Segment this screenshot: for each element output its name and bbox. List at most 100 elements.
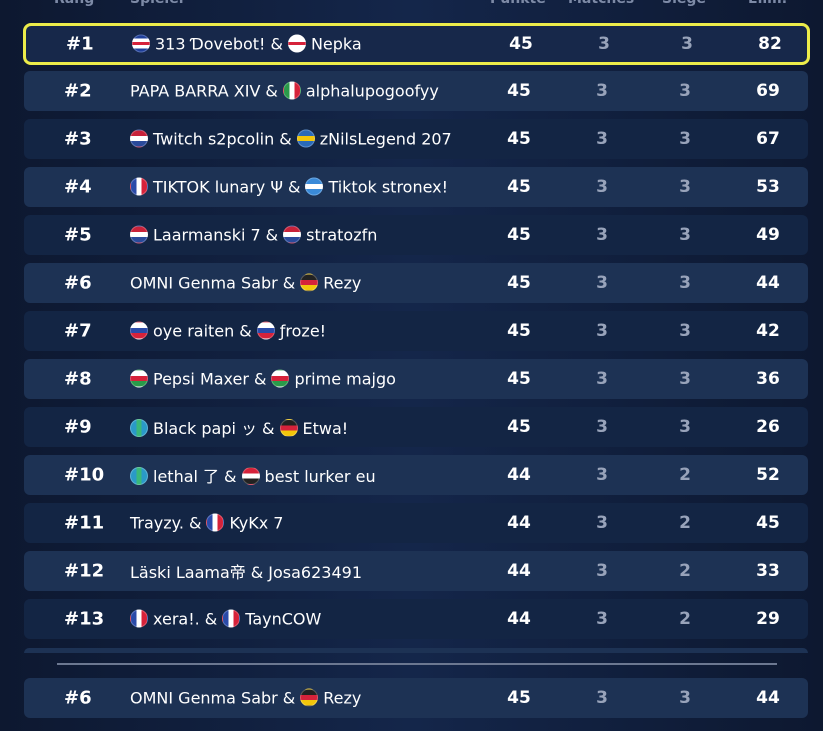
- flag-icon: [296, 129, 315, 148]
- elims: 36: [756, 369, 780, 389]
- joiner: &: [262, 419, 275, 438]
- players: Twitch s2pcolin & zNilsLegend 207: [130, 129, 452, 149]
- elims: 26: [756, 417, 780, 437]
- flag-icon: [282, 81, 301, 100]
- joiner: &: [287, 177, 301, 197]
- player-name: Laarmanski 7: [153, 225, 261, 245]
- player-name: stratozfn: [306, 225, 378, 245]
- joiner: &: [224, 467, 237, 486]
- player-name: Läski Laama帝: [130, 563, 246, 582]
- player-name: TaynCOW: [245, 609, 322, 629]
- matches: 3: [596, 129, 608, 149]
- players: xera!. & TaynCOW: [130, 609, 322, 629]
- player-name: KyKx 7: [229, 513, 284, 533]
- joiner: &: [253, 369, 267, 389]
- rank: #6: [64, 687, 92, 709]
- joiner: &: [265, 225, 279, 245]
- joiner: &: [282, 273, 296, 293]
- matches: 3: [596, 561, 608, 581]
- matches: 3: [596, 688, 608, 708]
- player-name: ƒroze!: [279, 321, 327, 341]
- points: 45: [507, 273, 531, 293]
- joiner: &: [265, 81, 278, 101]
- players: Black papi ッ & Etwa!: [130, 415, 348, 439]
- flag-icon: [283, 225, 302, 244]
- table-row: #2 PAPA BARRA XIV & alphalupogoofyy 45 3 3 69: [24, 71, 808, 111]
- points: 45: [507, 321, 531, 341]
- elims: 33: [756, 561, 780, 581]
- wins: 3: [679, 688, 691, 708]
- column-header: Elim.: [748, 0, 787, 7]
- table-row: #1 313 Ɗovebot! & Nepka 45 3 3 82: [23, 23, 810, 65]
- points: 45: [507, 417, 531, 437]
- column-header: Rang: [54, 0, 94, 7]
- flag-icon: [130, 467, 148, 485]
- flag-icon: [130, 609, 148, 628]
- separator: [57, 663, 777, 665]
- matches: 3: [596, 609, 608, 629]
- matches: 3: [596, 273, 608, 293]
- table-row: #13 xera!. & TaynCOW 44 3 2 29: [24, 599, 808, 639]
- elims: 49: [756, 225, 780, 245]
- joiner: &: [282, 688, 296, 708]
- player-name: best lurker eu: [264, 467, 376, 486]
- elims: 69: [756, 81, 780, 101]
- players: OMNI Genma Sabr & Rezy: [130, 688, 362, 708]
- player-name: prime majgo: [294, 369, 396, 389]
- player-name: TIKTOK lunary Ψ: [153, 177, 283, 197]
- flag-icon: [130, 177, 148, 196]
- rank: #2: [64, 80, 92, 102]
- player-name: Rezy: [323, 688, 362, 708]
- elims: 53: [756, 177, 780, 197]
- points: 45: [507, 688, 531, 708]
- rank: #7: [64, 320, 92, 342]
- players: Läski Laama帝 & Josa623491: [130, 559, 362, 583]
- player-name: Pepsi Maxer: [153, 369, 249, 389]
- matches: 3: [596, 177, 608, 197]
- elims: 44: [756, 688, 780, 708]
- table-row: #8 Pepsi Maxer & prime majgo 45 3 3 36: [24, 359, 808, 399]
- wins: 3: [679, 273, 691, 293]
- points: 44: [507, 465, 531, 485]
- wins: 3: [679, 417, 691, 437]
- player-name: oye raiten: [153, 321, 235, 341]
- table-row: #5 Laarmanski 7 & stratozfn 45 3 3 49: [24, 215, 808, 255]
- points: 45: [507, 225, 531, 245]
- matches: 3: [596, 321, 608, 341]
- flag-icon: [132, 34, 150, 53]
- wins: 3: [679, 369, 691, 389]
- rank: #12: [64, 560, 105, 582]
- table-row: #7 oye raiten & ƒroze! 45 3 3 42: [24, 311, 808, 351]
- points: 45: [507, 369, 531, 389]
- column-header: Spieler: [130, 0, 186, 7]
- players: TIKTOK lunary Ψ & Tiktok stronex!: [130, 177, 449, 197]
- wins: 3: [679, 129, 691, 149]
- joiner: &: [279, 129, 292, 149]
- table-row: #6 OMNI Genma Sabr & Rezy 45 3 3 44: [24, 678, 808, 718]
- player-name: Tiktok stronex!: [328, 177, 449, 197]
- points: 45: [509, 34, 533, 54]
- flag-icon: [222, 609, 241, 628]
- player-name: OMNI Genma Sabr: [130, 688, 278, 708]
- points: 44: [507, 513, 531, 533]
- rank: #8: [64, 368, 92, 390]
- player-name: zNilsLegend 207: [319, 129, 452, 149]
- joiner: &: [188, 513, 202, 533]
- table-row: #11 Trayzy. & KyKx 7 44 3 2 45: [24, 503, 808, 543]
- table-row: #6 OMNI Genma Sabr & Rezy 45 3 3 44: [24, 263, 808, 303]
- player-name: Twitch s2pcolin: [153, 129, 275, 149]
- elims: 29: [756, 609, 780, 629]
- table-row: #9 Black papi ッ & Etwa! 45 3 3 26: [24, 407, 808, 447]
- points: 45: [507, 81, 531, 101]
- player-name: Black papi ッ: [153, 419, 258, 438]
- player-name: Nepka: [310, 34, 362, 54]
- flag-icon: [287, 34, 306, 53]
- wins: 3: [679, 177, 691, 197]
- player-name: Josa623491: [268, 563, 362, 582]
- player-name: 313 Ɗovebot!: [155, 34, 266, 54]
- rank: #3: [64, 128, 92, 150]
- rank: #10: [64, 464, 105, 486]
- flag-icon: [241, 467, 260, 485]
- player-name: Etwa!: [302, 419, 349, 438]
- table-row: #3 Twitch s2pcolin & zNilsLegend 207 45 3 3 67: [24, 119, 808, 159]
